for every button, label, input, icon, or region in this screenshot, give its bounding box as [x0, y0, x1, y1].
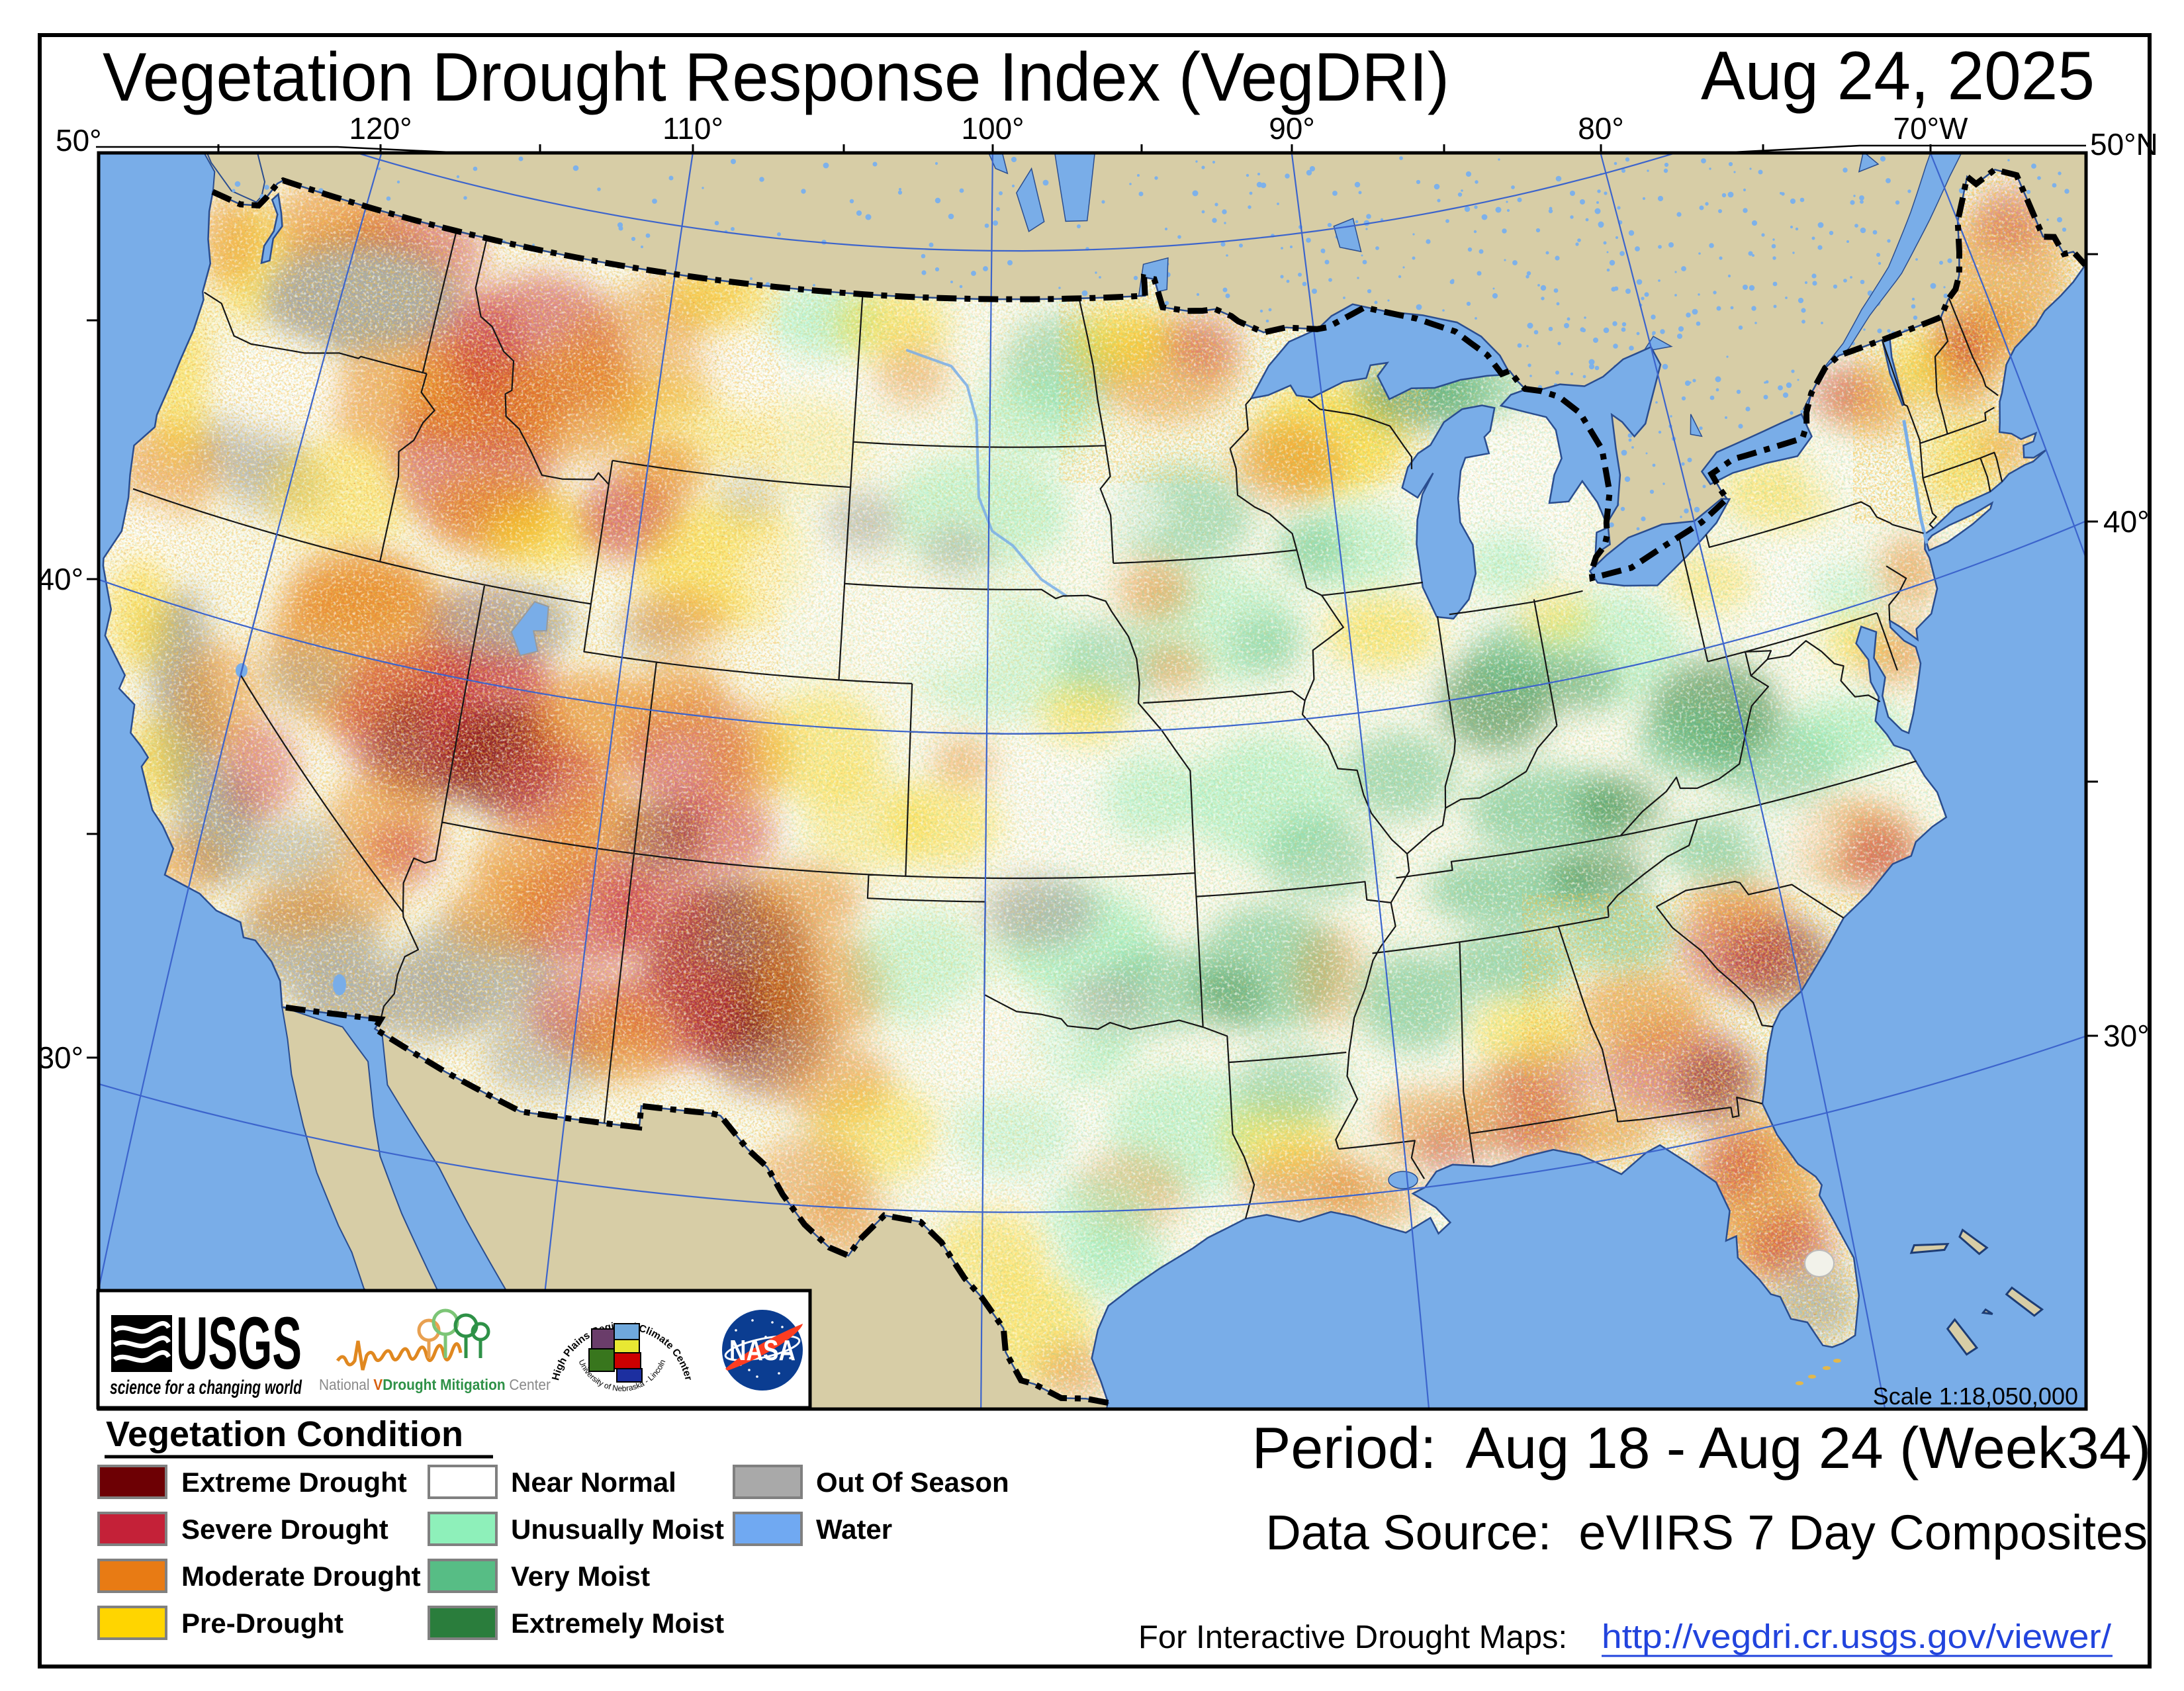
svg-text:Near Normal: Near Normal [511, 1467, 676, 1498]
svg-text:For Interactive Drought Maps:: For Interactive Drought Maps: [1138, 1620, 1567, 1655]
svg-text:30°: 30° [2103, 1019, 2150, 1053]
svg-text:110°: 110° [662, 111, 723, 146]
svg-text:50°: 50° [56, 123, 102, 158]
svg-text:Data Source: eVIIRS 7 Day Com: Data Source: eVIIRS 7 Day Composites [1265, 1505, 2148, 1560]
svg-text:Vegetation Drought Response In: Vegetation Drought Response Index (VegDR… [103, 39, 1449, 116]
svg-text:Vegetation Condition: Vegetation Condition [106, 1414, 463, 1454]
svg-text:science for a changing world: science for a changing world [110, 1377, 302, 1398]
svg-text:50°N: 50°N [2090, 127, 2158, 161]
svg-text:NASA: NASA [729, 1334, 796, 1367]
svg-text:100°: 100° [961, 111, 1024, 146]
svg-text:Aug 24, 2025: Aug 24, 2025 [1701, 38, 2095, 114]
svg-text:Moderate Drought: Moderate Drought [181, 1561, 421, 1592]
svg-text:Very Moist: Very Moist [511, 1561, 650, 1592]
svg-text:National VDrought Mitigation C: National VDrought Mitigation Center [319, 1376, 551, 1393]
svg-text:Water: Water [816, 1514, 892, 1545]
svg-text:40°: 40° [37, 562, 83, 596]
svg-text:30°: 30° [37, 1040, 83, 1075]
svg-text:Severe Drought: Severe Drought [181, 1514, 388, 1545]
svg-text:Out Of Season: Out Of Season [816, 1467, 1009, 1498]
svg-text:80°: 80° [1578, 111, 1624, 146]
svg-text:Extreme Drought: Extreme Drought [181, 1467, 407, 1498]
svg-text:40°: 40° [2103, 504, 2150, 539]
svg-text:70°W: 70°W [1893, 111, 1969, 146]
svg-text:Unusually Moist: Unusually Moist [511, 1514, 724, 1545]
svg-text:Extremely Moist: Extremely Moist [511, 1608, 724, 1639]
svg-text:120°: 120° [349, 111, 412, 146]
svg-text:http://vegdri.cr.usgs.gov/view: http://vegdri.cr.usgs.gov/viewer/ [1602, 1618, 2112, 1655]
svg-text:90°: 90° [1269, 111, 1315, 146]
svg-text:Pre-Drought: Pre-Drought [181, 1608, 343, 1639]
svg-text:Period: Aug 18 - Aug 24 (Week: Period: Aug 18 - Aug 24 (Week34) [1252, 1415, 2151, 1481]
svg-text:USGS: USGS [176, 1302, 302, 1385]
svg-text:Scale 1:18,050,000: Scale 1:18,050,000 [1873, 1383, 2078, 1410]
